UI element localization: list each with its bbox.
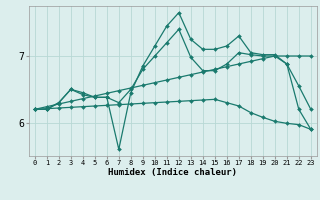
X-axis label: Humidex (Indice chaleur): Humidex (Indice chaleur) [108, 168, 237, 177]
